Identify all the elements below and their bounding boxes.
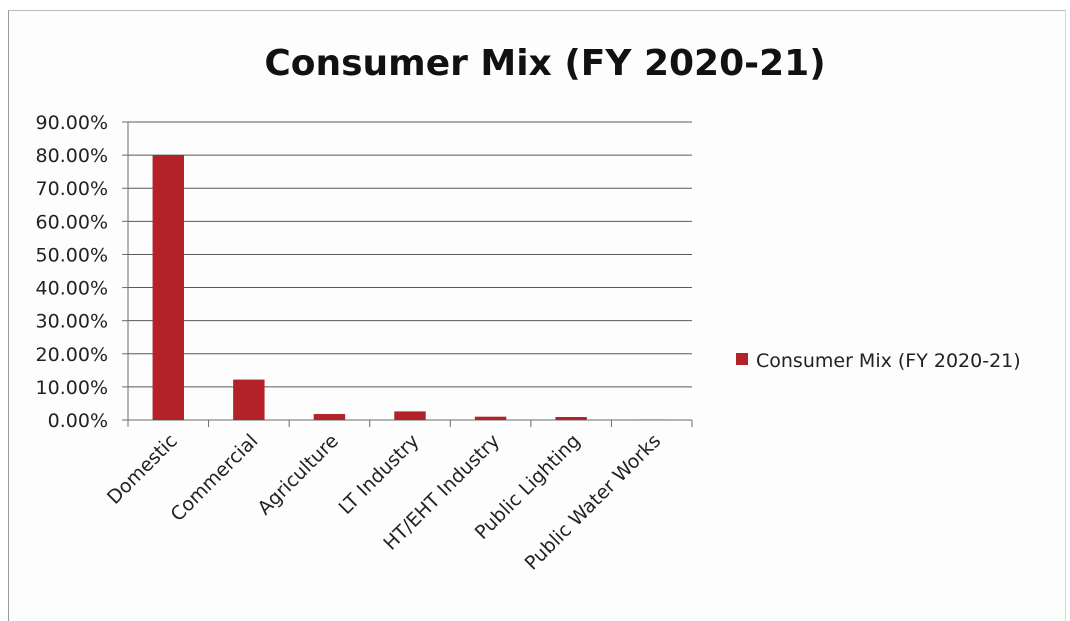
y-tick-label: 80.00% [36,145,108,167]
y-tick-label: 0.00% [48,410,108,432]
y-tick-label: 70.00% [36,178,108,200]
chart-title: Consumer Mix (FY 2020-21) [264,43,825,84]
bar-domestic [152,155,184,420]
legend-swatch [736,353,748,365]
y-axis-ticks: 0.00% 10.00% 20.00% 30.00% 40.00% 50.00% 60.00… [36,112,108,432]
y-tick-label: 60.00% [36,211,108,233]
y-tick-label: 30.00% [36,311,108,333]
bar-commercial [233,379,265,420]
bars [152,155,668,420]
gridlines [122,121,693,427]
chart-frame [8,10,1066,621]
x-category-label: Agriculture [254,430,343,519]
y-tick-label: 50.00% [36,244,108,266]
bar-public-lighting [555,417,587,420]
bar-ht-eht-industry [474,416,507,420]
x-category-label: Domestic [103,430,182,509]
x-category-label: Public Water Works [521,430,666,575]
legend-label: Consumer Mix (FY 2020-21) [756,350,1021,372]
y-tick-label: 40.00% [36,278,108,300]
bar-lt-industry [394,411,426,420]
y-tick-label: 20.00% [36,344,108,366]
y-tick-label: 10.00% [36,377,108,399]
x-category-label: Commercial [166,430,262,526]
legend: Consumer Mix (FY 2020-21) [736,350,1021,372]
x-category-label: LT Industry [335,430,424,519]
y-tick-label: 90.00% [36,112,108,134]
bar-agriculture [313,414,346,420]
